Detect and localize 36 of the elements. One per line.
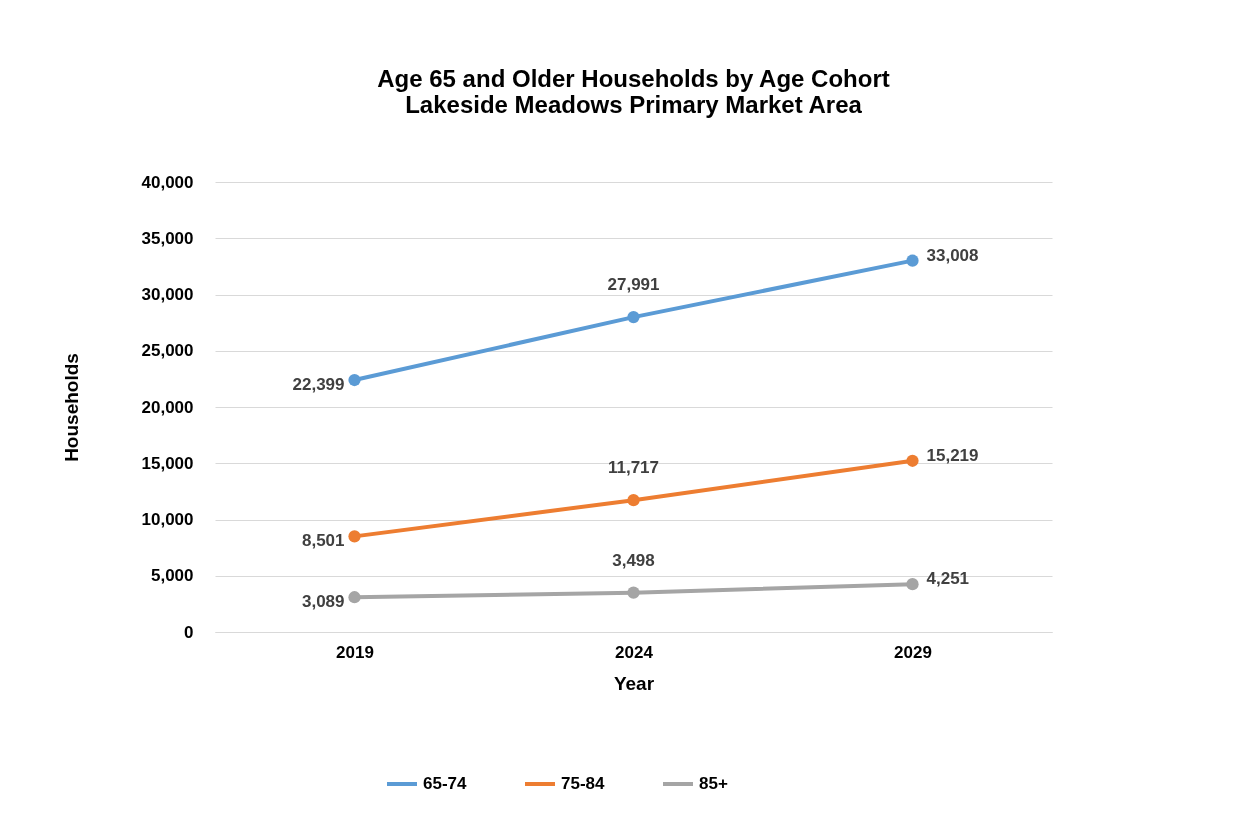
data-label: 3,498 bbox=[612, 550, 655, 570]
data-label: 22,399 bbox=[292, 375, 345, 395]
y-tick-label: 15,000 bbox=[141, 453, 194, 473]
y-tick-label: 5,000 bbox=[150, 566, 194, 586]
point bbox=[348, 530, 361, 543]
legend-label: 85+ bbox=[699, 774, 728, 793]
y-tick-label: 20,000 bbox=[141, 397, 194, 417]
point bbox=[906, 454, 919, 467]
y-tick-label: 30,000 bbox=[141, 285, 194, 304]
y-tick-label: 40,000 bbox=[141, 172, 194, 192]
data-label: 27,991 bbox=[607, 275, 660, 295]
x-tick-label: 2024 bbox=[615, 642, 654, 662]
data-label: 8,501 bbox=[301, 531, 345, 551]
point bbox=[627, 586, 640, 599]
y-tick-label: 25,000 bbox=[141, 341, 194, 361]
data-label: 3,089 bbox=[301, 592, 345, 612]
point bbox=[348, 591, 361, 604]
x-axis-title: Year bbox=[613, 672, 655, 694]
x-tick-label: 2029 bbox=[894, 642, 932, 662]
y-tick-label: 0 bbox=[184, 622, 194, 642]
data-label: 11,717 bbox=[607, 458, 660, 478]
chart-title: Age 65 and Older Households by Age Cohort Lakeside Meadows Primary Market Area bbox=[377, 65, 890, 118]
legend-label: 65-74 bbox=[423, 774, 468, 793]
data-label: 15,219 bbox=[926, 445, 979, 465]
x-tick-label: 2019 bbox=[336, 642, 374, 662]
point bbox=[627, 310, 640, 324]
y-tick-label: 35,000 bbox=[141, 228, 194, 248]
data-label: 4,251 bbox=[926, 569, 970, 589]
point bbox=[627, 494, 640, 507]
data-label: 33,008 bbox=[926, 245, 979, 265]
y-tick-label: 10,000 bbox=[141, 510, 194, 529]
legend-label: 75-84 bbox=[561, 774, 606, 793]
y-axis-title: Households bbox=[60, 353, 82, 462]
point bbox=[906, 254, 919, 267]
point bbox=[906, 578, 919, 591]
point bbox=[348, 373, 361, 387]
